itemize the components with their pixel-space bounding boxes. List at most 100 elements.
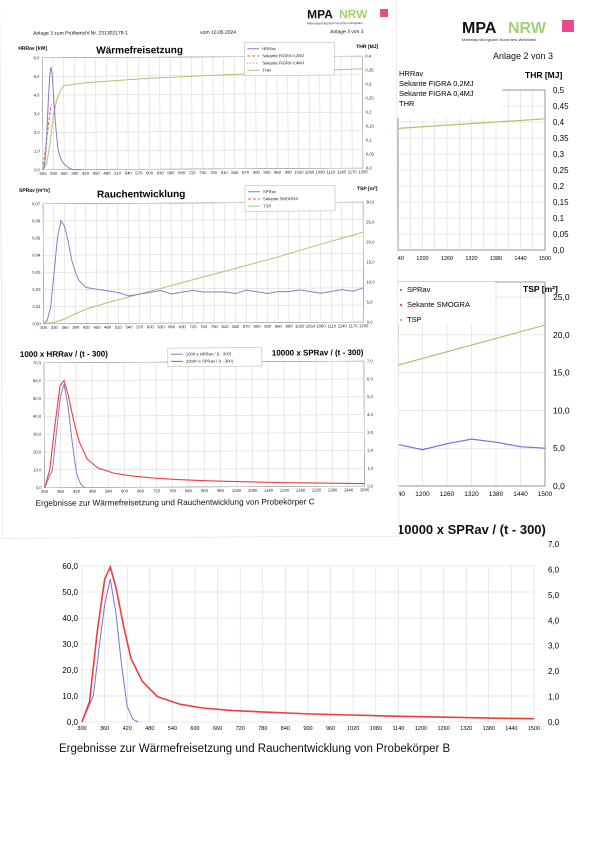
y-tick-label-right: 25,0	[366, 219, 375, 224]
x-tick-label: 840	[281, 726, 290, 732]
legend-swatch	[399, 288, 403, 292]
y-tick-label-right: 1,0	[367, 466, 374, 471]
grid-line-y	[43, 321, 364, 324]
x-tick-label: 1050	[306, 324, 316, 329]
ratio-title-left: 1000 x HRRav / (t - 300)	[20, 349, 108, 358]
grid-line-x	[283, 361, 285, 487]
legend-label: 10000 x SPRav / (t - 300)	[186, 358, 234, 363]
x-tick-label: 330	[51, 325, 59, 330]
y-tick-label-right: 15,0	[366, 259, 375, 264]
x-tick-label: 510	[115, 325, 123, 330]
chart-title: Rauchentwicklung	[97, 189, 185, 200]
grid-line-x	[202, 202, 204, 323]
grid-line-x	[320, 202, 322, 323]
grid-line-x	[299, 361, 301, 487]
y-tick-label-left: 0,02	[32, 287, 41, 292]
grid-line-y	[43, 253, 364, 256]
x-tick-label: 990	[286, 324, 294, 329]
x-tick-label: 780	[258, 726, 267, 732]
grid-line-y	[43, 236, 364, 239]
y-tick-label-left: 30,0	[33, 432, 42, 437]
legend-swatch	[399, 318, 403, 322]
x-tick-label: 360	[62, 325, 70, 330]
y-axis-right-label: THR [MJ]	[525, 70, 562, 80]
back-tsp-legend: SPRav Sekante SMOGRA TSP	[395, 282, 495, 324]
x-tick-label: 1200	[359, 323, 369, 328]
y-axis-left-label: SPRav [m²/s]	[19, 188, 50, 194]
grid-line-x	[363, 361, 365, 487]
grid-line-x	[43, 362, 45, 488]
x-tick-label: 1380	[483, 726, 495, 732]
x-tick-label: 1440	[513, 491, 528, 498]
y-tick-label-right: 0,3	[365, 81, 372, 86]
grid-line-x	[170, 203, 172, 324]
y-tick-label-right: 7,0	[367, 358, 374, 363]
x-tick-label: 900	[303, 726, 312, 732]
y-tick-label-right: 4,0	[367, 412, 374, 417]
y-tick-label-left: 0,03	[32, 270, 41, 275]
grid-line-y	[44, 468, 365, 471]
y-tick-label-right: 6,0	[548, 565, 560, 574]
x-tick-label: 1200	[415, 491, 430, 498]
x-tick-label: 1200	[358, 169, 368, 174]
y-tick-label-right: 0,15	[366, 123, 375, 128]
y-axis-left-label: HRRav [kW]	[18, 46, 47, 52]
spr-line	[43, 219, 364, 325]
grid-line-x	[352, 202, 354, 323]
grid-line-x	[42, 203, 44, 324]
legend-label: HRRav	[399, 69, 423, 78]
y-tick-label-left: 0,04	[32, 253, 41, 258]
back-logo: MPA NRW Materialprüfungsamt Nordrhein-We…	[460, 16, 580, 44]
x-tick-label: 360	[61, 171, 69, 176]
legend-label: Sekante FIGRA 0,2MJ	[399, 79, 474, 88]
y-tick-label-left: 20,0	[33, 449, 42, 454]
legend-label: SPRav	[263, 189, 277, 194]
y-tick-label-left: 0,07	[32, 201, 41, 206]
grid-line-y	[44, 485, 365, 488]
grid-line-x	[267, 361, 269, 487]
y-tick-label-right: 30,0	[366, 199, 375, 204]
x-tick-label: 1380	[489, 491, 504, 498]
x-tick-label: 570	[136, 324, 144, 329]
front-chart-hrr: 300 330 360 390 420 450 480 510 540 570 600 630 660 6…	[18, 42, 379, 176]
y-tick-label-left: 30,0	[62, 640, 78, 649]
ratio-legend: 1000 x HRRav / (t - 300) 10000 x SPRav / …	[167, 347, 263, 367]
y-tick-label-left: 1,0	[34, 149, 41, 154]
grid-line-y	[44, 450, 365, 453]
x-tick-label: 480	[103, 171, 111, 176]
spr-legend: SPRav Sekante SMOGRA TSP	[244, 185, 336, 212]
y-tick-label-right: 25,0	[553, 292, 570, 302]
y-tick-label-left: 0,0	[34, 167, 41, 172]
grid-line-x	[139, 362, 141, 488]
y-tick-label-right: 0,3	[553, 150, 565, 159]
x-tick-label: 1020	[294, 170, 304, 175]
x-tick-label: 420	[73, 489, 81, 494]
x-tick-label: 900	[201, 488, 209, 493]
back-logo-emblem-icon	[562, 20, 574, 32]
x-tick-label: 360	[57, 489, 65, 494]
x-tick-label: 630	[157, 170, 165, 175]
x-tick-label: 1140	[264, 488, 274, 493]
grid-line-y	[42, 167, 363, 170]
y-tick-label-left: 2,0	[34, 130, 41, 135]
grid-line-x	[106, 203, 108, 324]
x-tick-label: 600	[190, 726, 199, 732]
grid-line-x	[64, 203, 66, 324]
back-caption: Ergebnisse zur Wärmefreisetzung und Rauc…	[59, 743, 451, 755]
grid-line-x	[213, 202, 215, 323]
x-tick-label: 840	[232, 324, 240, 329]
x-tick-label: 300	[41, 489, 49, 494]
x-tick-label: 750	[199, 170, 207, 175]
x-tick-label: 360	[100, 726, 109, 732]
x-tick-label: 660	[137, 488, 145, 493]
grid-line-x	[288, 202, 290, 323]
grid-line-x	[53, 203, 55, 324]
front-header-left: Anlage 3 zum Prüfbericht Nr. 231302178-1	[33, 30, 128, 37]
grid-line-x	[117, 203, 119, 324]
y-tick-label-right: 0,25	[553, 166, 569, 175]
grid-line-x	[315, 361, 317, 487]
y-tick-label-right: 5,0	[367, 394, 374, 399]
thr-line	[397, 118, 546, 129]
grid-line-x	[59, 362, 61, 488]
y-tick-label-right: 0,5	[553, 86, 565, 95]
